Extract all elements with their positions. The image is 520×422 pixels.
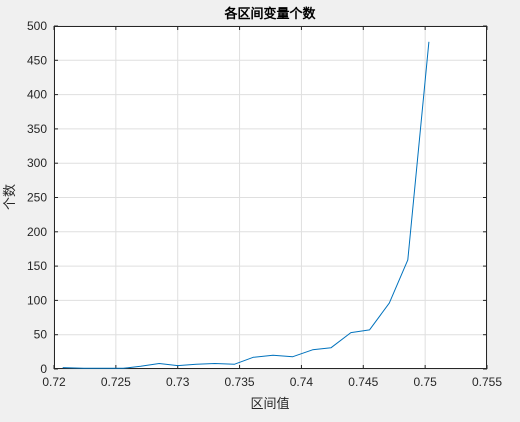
y-tick-label: 450 bbox=[27, 53, 47, 67]
y-axis-label: 个数 bbox=[3, 184, 18, 210]
y-tick-label: 150 bbox=[27, 259, 47, 273]
y-tick-label: 50 bbox=[34, 328, 48, 342]
data-point bbox=[331, 347, 332, 348]
x-axis-label: 区间值 bbox=[250, 396, 289, 412]
series-group bbox=[62, 41, 430, 369]
y-tick-label: 500 bbox=[27, 19, 47, 33]
data-point bbox=[389, 303, 390, 304]
data-point bbox=[103, 368, 104, 369]
data-point bbox=[292, 356, 293, 357]
y-tick-label: 200 bbox=[27, 225, 47, 239]
x-tick-label: 0.73 bbox=[166, 375, 190, 389]
data-point bbox=[196, 364, 197, 365]
x-tick-label: 0.735 bbox=[225, 375, 255, 389]
y-tick-label: 400 bbox=[27, 88, 47, 102]
data-point bbox=[159, 363, 160, 364]
data-point bbox=[312, 349, 313, 350]
data-point bbox=[253, 357, 254, 358]
chart-title: 各区间变量个数 bbox=[223, 6, 316, 22]
data-point bbox=[83, 368, 84, 369]
y-tick-label: 0 bbox=[40, 362, 47, 376]
data-point bbox=[177, 365, 178, 366]
data-point bbox=[428, 41, 429, 42]
x-axis-ticks: 0.72 0.725 0.73 0.735 0.74 0.745 0.75 0.755 bbox=[42, 26, 502, 389]
data-point bbox=[62, 367, 63, 368]
data-point bbox=[272, 355, 273, 356]
y-tick-label: 350 bbox=[27, 122, 47, 136]
x-tick-label: 0.72 bbox=[42, 375, 66, 389]
y-axis-ticks: 0 50 100 150 200 250 300 350 400 450 500 bbox=[27, 19, 487, 376]
data-point bbox=[350, 332, 351, 333]
x-tick-label: 0.755 bbox=[472, 375, 502, 389]
y-tick-label: 300 bbox=[27, 156, 47, 170]
x-tick-label: 0.74 bbox=[290, 375, 314, 389]
data-point bbox=[140, 366, 141, 367]
data-point bbox=[407, 259, 408, 260]
x-tick-label: 0.725 bbox=[101, 375, 131, 389]
x-tick-label: 0.75 bbox=[413, 375, 437, 389]
y-tick-label: 100 bbox=[27, 293, 47, 307]
data-point bbox=[123, 368, 124, 369]
data-point bbox=[369, 329, 370, 330]
x-tick-label: 0.745 bbox=[348, 375, 378, 389]
y-tick-label: 250 bbox=[27, 191, 47, 205]
series-line bbox=[62, 41, 430, 369]
data-point bbox=[214, 363, 215, 364]
data-point bbox=[234, 364, 235, 365]
